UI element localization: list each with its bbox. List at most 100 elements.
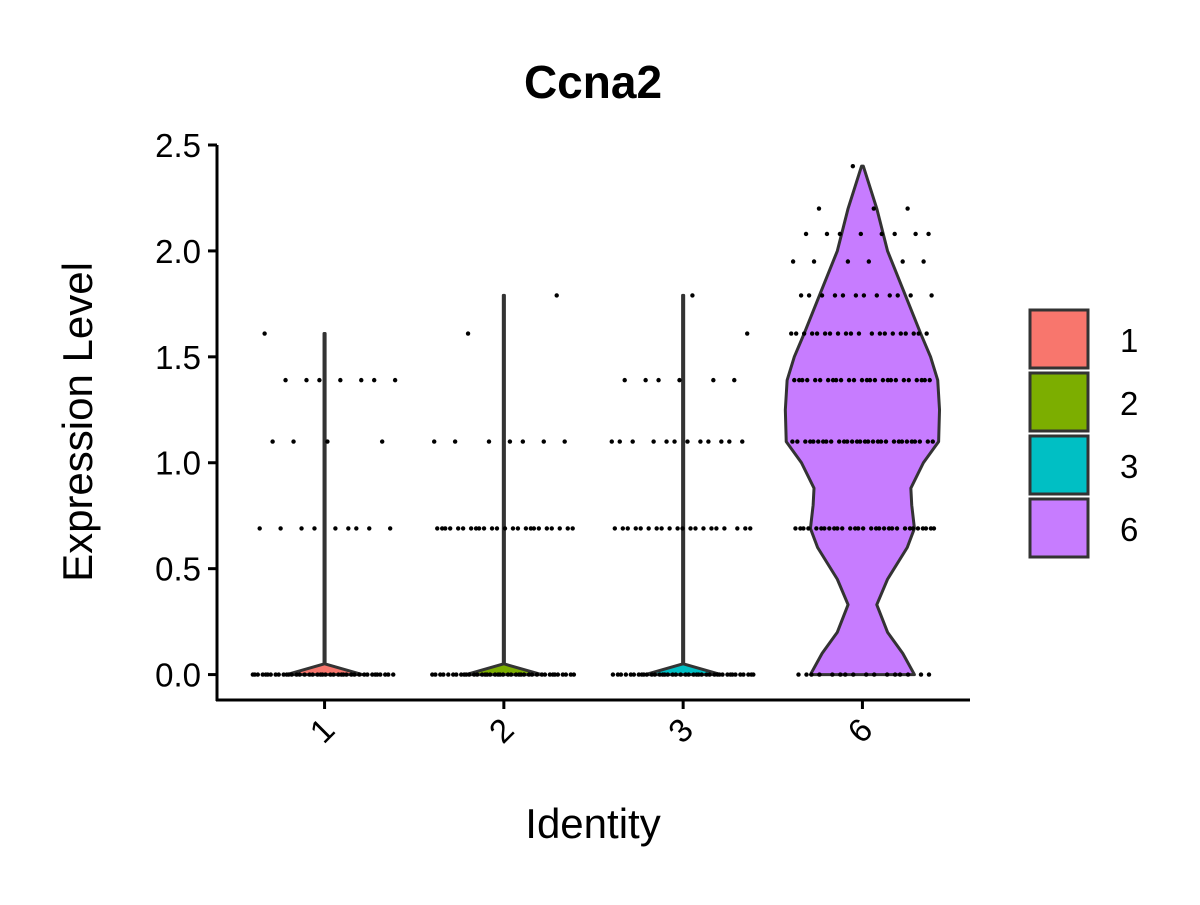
- point: [910, 526, 916, 531]
- point: [797, 377, 802, 383]
- legend-label: 2: [1120, 385, 1138, 422]
- point: [905, 672, 911, 677]
- point: [714, 526, 719, 531]
- point: [925, 439, 931, 444]
- point: [832, 526, 837, 531]
- point: [451, 672, 456, 677]
- point: [507, 439, 513, 444]
- point: [323, 672, 328, 677]
- point: [307, 672, 312, 677]
- point: [515, 526, 521, 531]
- point: [741, 672, 746, 677]
- point: [273, 672, 278, 677]
- point: [725, 672, 730, 677]
- point: [690, 293, 695, 298]
- point: [874, 293, 880, 298]
- point: [344, 672, 349, 677]
- point: [743, 526, 748, 531]
- point: [889, 526, 895, 531]
- point: [331, 672, 336, 677]
- point: [446, 672, 451, 677]
- point: [730, 672, 735, 677]
- x-axis-title: Identity: [525, 800, 660, 847]
- point: [665, 672, 670, 677]
- point: [871, 206, 876, 211]
- point: [609, 439, 614, 444]
- point: [656, 377, 661, 383]
- point: [816, 206, 822, 211]
- point: [899, 439, 905, 444]
- point: [806, 293, 812, 298]
- point: [508, 672, 514, 677]
- point: [746, 672, 751, 677]
- point: [454, 672, 459, 677]
- point: [880, 377, 886, 383]
- point: [931, 526, 937, 531]
- point: [465, 331, 471, 336]
- point: [443, 526, 448, 531]
- point: [870, 439, 876, 444]
- point: [367, 526, 372, 531]
- point: [920, 526, 926, 531]
- point: [841, 439, 847, 444]
- point: [892, 231, 897, 237]
- point: [459, 672, 464, 677]
- point: [320, 672, 325, 677]
- point: [856, 331, 862, 336]
- point: [862, 439, 868, 444]
- point: [435, 526, 440, 531]
- point: [315, 672, 320, 677]
- point: [819, 293, 825, 298]
- point: [903, 331, 908, 336]
- point: [699, 672, 704, 677]
- point: [439, 526, 445, 531]
- legend-swatch: [1028, 497, 1090, 559]
- point: [811, 439, 816, 444]
- point: [861, 293, 867, 298]
- point: [467, 672, 472, 677]
- point: [918, 672, 924, 677]
- point: [865, 439, 871, 444]
- point: [492, 672, 498, 677]
- point: [793, 331, 799, 336]
- point: [806, 526, 811, 531]
- point: [891, 439, 897, 444]
- point: [882, 331, 888, 336]
- point: [289, 672, 294, 677]
- point: [526, 672, 532, 677]
- point: [260, 672, 265, 677]
- point: [338, 377, 343, 383]
- point: [633, 526, 638, 531]
- point: [859, 377, 865, 383]
- point: [560, 672, 566, 677]
- y-axis-title: Expression Level: [54, 262, 101, 582]
- point: [745, 331, 750, 336]
- point: [547, 672, 553, 677]
- point: [885, 377, 891, 383]
- point: [447, 526, 453, 531]
- point: [392, 377, 398, 383]
- point: [896, 439, 902, 444]
- point: [905, 206, 910, 211]
- point: [830, 672, 835, 677]
- point: [898, 331, 903, 336]
- point: [654, 526, 659, 531]
- point: [793, 526, 798, 531]
- point: [691, 672, 696, 677]
- point: [649, 672, 654, 677]
- point: [709, 526, 714, 531]
- point: [475, 672, 480, 677]
- point: [908, 293, 913, 298]
- point: [310, 672, 315, 677]
- point: [877, 331, 883, 336]
- point: [257, 526, 262, 531]
- point: [813, 377, 818, 383]
- point: [349, 672, 354, 677]
- point: [441, 672, 446, 677]
- point: [814, 526, 819, 531]
- point: [568, 672, 574, 677]
- point: [476, 526, 482, 531]
- point: [294, 672, 299, 677]
- legend-swatch: [1028, 371, 1090, 433]
- point: [916, 331, 921, 336]
